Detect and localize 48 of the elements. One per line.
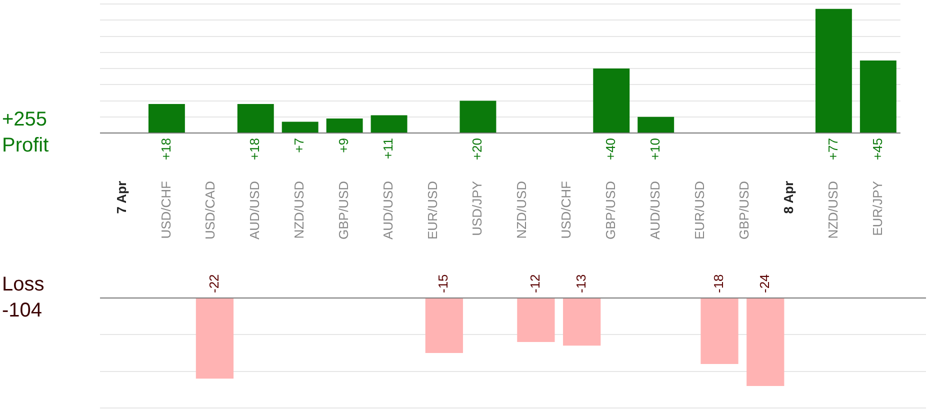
text: -104 [2,300,42,322]
data-label: +18 [158,138,174,160]
x-tick-label: GBP/USD [602,181,618,240]
bar [370,115,408,132]
data-label: +77 [825,138,840,160]
x-tick-label: USD/JPY [470,180,485,236]
text: Loss [2,274,44,296]
x-tick-label: AUD/USD [380,181,396,240]
x-tick-label: NZD/USD [825,181,840,239]
bar [860,60,896,132]
x-tick-label: GBP/USD [336,181,352,240]
x-tick-label: GBP/USD [736,181,752,240]
data-label: +18 [247,138,262,160]
x-tick-label: EUR/USD [692,181,707,240]
x-tick-label: 8 Apr [780,181,796,214]
data-label: -18 [711,274,726,293]
data-label: -12 [528,274,543,293]
bar [593,68,630,132]
data-label: +7 [292,138,307,153]
x-tick-label: EUR/USD [425,181,440,240]
bar [237,104,274,132]
x-tick-label: EUR/JPY [870,180,885,236]
x-tick-label: NZD/USD [514,181,530,239]
x-tick-label: NZD/USD [292,181,307,239]
data-label: +45 [870,138,885,160]
x-tick-label: AUD/USD [647,181,662,240]
text: Profit [2,134,50,157]
data-label: +9 [336,138,352,153]
data-label: -15 [436,274,451,293]
data-label: -24 [756,274,772,293]
data-label: -22 [206,274,222,293]
bar [326,118,363,132]
bar [638,116,674,132]
data-label: +11 [380,138,396,160]
data-label: +20 [470,138,485,160]
x-tick-label: USD/CHF [158,180,174,239]
data-label: -13 [573,274,588,293]
bar [460,100,496,132]
x-tick-label: 7 Apr [114,181,129,214]
bar [148,104,185,132]
text: +255 [2,108,48,131]
x-tick-label: USD/CHF [558,180,574,239]
bar [282,122,318,132]
bar [815,8,852,132]
data-label: +40 [602,138,618,160]
x-tick-label: AUD/USD [247,181,262,240]
data-label: +10 [647,138,662,160]
x-tick-label: USD/CAD [202,181,218,240]
